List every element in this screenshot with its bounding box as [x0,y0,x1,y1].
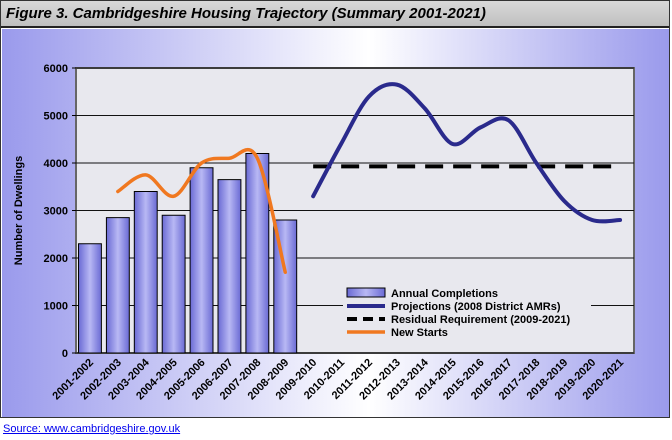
bar-annual-completions [217,179,242,354]
bar-annual-completions [245,153,270,354]
chart-frame [0,0,670,418]
figure-title: Figure 3. Cambridgeshire Housing Traject… [6,5,486,22]
bar-annual-completions [133,191,158,354]
y-tick-label: 1000 [44,301,68,313]
line-projections [311,82,623,224]
legend-label: Annual Completions [391,288,498,300]
y-tick-label: 2000 [44,253,68,265]
bar-annual-completions [161,214,186,354]
y-tick-label: 0 [62,348,68,360]
bar-annual-completions [78,243,102,354]
line-new-starts [116,147,287,274]
y-tick-label: 6000 [44,63,68,75]
title-bar: Figure 3. Cambridgeshire Housing Traject… [1,1,669,28]
legend-label: New Starts [391,327,448,339]
y-tick-label: 3000 [44,206,68,218]
y-tick-label: 4000 [44,158,68,170]
bar-annual-completions [189,167,214,354]
legend-label: Residual Requirement (2009-2021) [391,314,570,326]
legend-swatch-bar [346,287,386,298]
bar-annual-completions [105,217,130,354]
source-link[interactable]: Source: www.cambridgeshire.gov.uk [3,423,181,435]
y-tick-label: 5000 [44,111,68,123]
legend-label: Projections (2008 District AMRs) [391,301,561,313]
y-axis-label: Number of Dwellings [13,156,25,265]
